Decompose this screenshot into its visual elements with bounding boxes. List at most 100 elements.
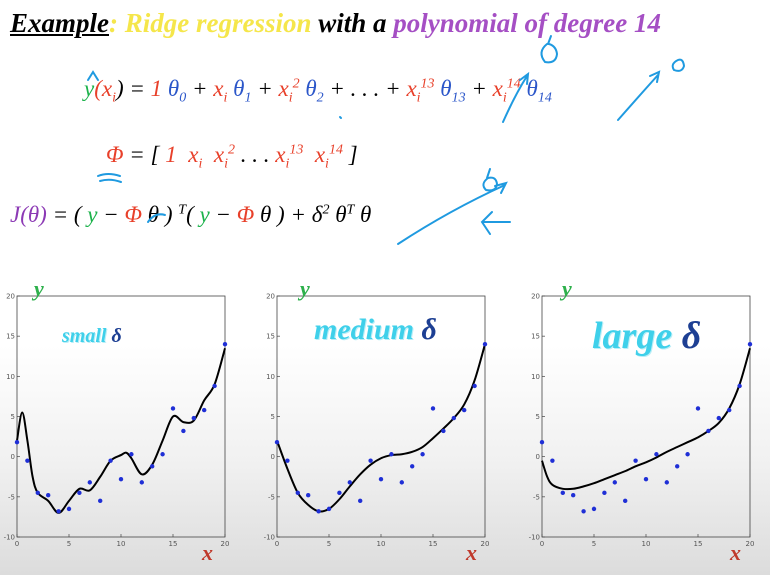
cost-th1: θ )	[142, 202, 179, 227]
y-tick-label: 10	[6, 373, 15, 381]
data-point	[550, 458, 555, 463]
x-tick-label: 5	[327, 540, 331, 548]
data-point	[98, 498, 103, 504]
data-point	[118, 476, 124, 482]
x-tick-label: 20	[746, 540, 755, 548]
data-point	[695, 406, 701, 411]
title-polynomial: polynomial of degree 14	[393, 8, 662, 38]
term-x14-sub: i	[502, 90, 507, 106]
data-point	[326, 506, 332, 512]
plot-svg-0: -10 -5 0 5 10 15 20 0 5 10 15 20	[4, 293, 230, 549]
data-point	[77, 490, 82, 496]
theta-1-sub: 1	[244, 90, 252, 106]
phi-x2-pow: 2	[227, 142, 235, 158]
y-tick-label: 0	[271, 453, 275, 461]
phi-x14-sub: i	[325, 156, 329, 172]
data-point	[602, 490, 607, 496]
phi-close: ]	[342, 142, 358, 167]
plot-2-xlabel: x	[730, 540, 741, 565]
label-medium-delta: medium δ	[314, 313, 437, 347]
data-point	[612, 480, 617, 485]
cost-J: J	[10, 202, 21, 227]
y-tick-label: 20	[266, 293, 275, 301]
phi-equation: Φ = [ 1 xi xi2 . . . xi13 xi14 ]	[106, 142, 358, 173]
data-point	[727, 407, 732, 413]
x-tick-label: 15	[694, 540, 703, 548]
model-equation: y(xi) = 1 θ0 + xi θ1 + xi2 θ2 + . . . + …	[84, 76, 552, 107]
label-large-delta-symbol: δ	[681, 315, 702, 357]
phi-one: 1	[165, 142, 177, 167]
plot-svg-1: -10 -5 0 5 10 15 20 0 5 10 15 20	[264, 293, 490, 549]
theta-13: θ	[434, 76, 452, 101]
cost-minus2: −	[209, 202, 237, 227]
y-tick-label: 15	[531, 333, 540, 341]
data-point	[643, 476, 649, 482]
ink-arrow-14	[617, 70, 661, 121]
term-x: x	[213, 76, 224, 101]
cost-eq: = (	[46, 202, 88, 227]
theta-1: θ	[227, 76, 245, 101]
plus-3: +	[465, 76, 493, 101]
plus-2: +	[251, 76, 279, 101]
plot-medium-delta: -10 -5 0 5 10 15 20 0 5 10 15 20	[264, 282, 495, 566]
x-tick-label: 20	[481, 540, 490, 548]
fit-curve	[16, 347, 226, 514]
phi-eq: = [	[123, 142, 166, 167]
ink-left-arrow	[480, 211, 511, 235]
data-point	[337, 490, 342, 496]
data-point	[222, 342, 228, 347]
y-tick-label: 0	[11, 453, 15, 461]
y-tick-label: 0	[536, 453, 540, 461]
plot-2-ylabel: y	[562, 276, 572, 301]
term-1: 1	[150, 76, 163, 101]
eq-yhat: y	[84, 76, 95, 101]
y-tick-label: -10	[4, 534, 15, 542]
data-point	[539, 440, 545, 445]
data-point	[420, 452, 425, 457]
data-point	[560, 490, 565, 496]
y-tick-label: 20	[531, 293, 540, 301]
data-point	[654, 452, 659, 457]
term-x-sub: i	[223, 90, 228, 106]
data-point	[633, 458, 638, 463]
cost-delta: δ	[311, 202, 323, 227]
cost-y1: y	[87, 202, 98, 227]
y-tick-label: 15	[266, 333, 275, 341]
data-point	[685, 452, 690, 457]
x-tick-label: 5	[67, 540, 71, 548]
data-point	[462, 407, 467, 413]
theta-0: θ	[162, 76, 180, 101]
data-point	[472, 383, 477, 389]
ink-zero-14	[671, 58, 686, 72]
plot-0-ylabel: y	[34, 276, 44, 301]
data-point	[181, 428, 186, 434]
data-point	[664, 480, 669, 485]
label-small-text: small	[62, 325, 112, 347]
data-point	[170, 406, 176, 411]
phi-x2: x	[213, 142, 225, 167]
label-small-delta: small δ	[62, 325, 122, 348]
y-tick-label: -5	[268, 493, 275, 501]
data-point	[747, 342, 753, 347]
title-with: with a	[311, 8, 394, 38]
x-tick-label: 0	[540, 540, 544, 548]
data-point	[706, 428, 711, 434]
cost-y2: y	[199, 202, 210, 227]
theta-14: θ	[520, 76, 538, 101]
cost-delta-pow: 2	[322, 202, 330, 218]
data-point	[347, 480, 352, 485]
fit-curve	[541, 347, 751, 491]
data-point	[129, 452, 134, 457]
theta-13-sub: 13	[451, 90, 466, 106]
data-point	[295, 490, 300, 496]
data-point	[441, 428, 446, 434]
y-tick-label: 5	[11, 413, 15, 421]
phi-x13-sub: i	[285, 156, 290, 172]
cost-minus1: −	[97, 202, 125, 227]
data-point	[737, 383, 742, 389]
ink-zero-cost	[482, 168, 499, 192]
phi-x14-pow: 14	[328, 142, 343, 158]
theta-0-sub: 0	[179, 90, 187, 106]
label-small-delta-symbol: δ	[111, 325, 122, 347]
label-medium-delta-symbol: δ	[421, 313, 437, 346]
